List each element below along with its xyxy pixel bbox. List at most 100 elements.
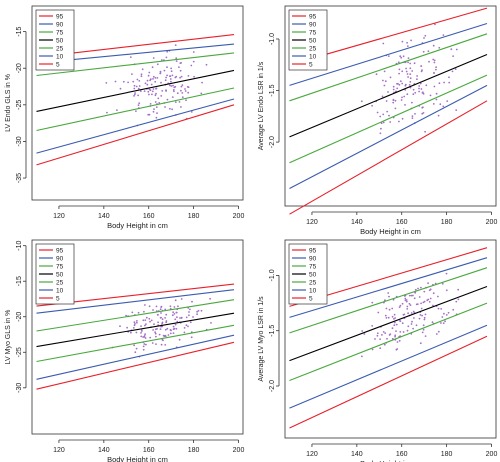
- scatter-point: [190, 111, 193, 113]
- scatter-point: [420, 65, 423, 67]
- scatter-point: [387, 316, 390, 319]
- scatter-point: [394, 99, 397, 102]
- scatter-point: [418, 87, 420, 90]
- scatter-point: [379, 132, 382, 135]
- scatter-point: [119, 325, 121, 328]
- scatter-point: [375, 73, 378, 76]
- scatter-point: [407, 61, 409, 64]
- scatter-point: [381, 95, 384, 98]
- scatter-point: [106, 111, 108, 114]
- scatter-point: [196, 313, 199, 316]
- chart-panel-2: 120 140 160 180 200 Body Height in cm -1.0 -1.5…: [258, 5, 497, 236]
- series-line-p5: [36, 104, 235, 166]
- scatter-point: [432, 44, 435, 47]
- scatter-point: [147, 90, 150, 93]
- scatter-point: [197, 309, 200, 312]
- scatter-point: [414, 113, 416, 115]
- scatter-point: [440, 322, 442, 324]
- scatter-point: [160, 312, 162, 314]
- scatter-point: [402, 313, 405, 316]
- y-tick-label: -1.0: [269, 33, 276, 45]
- scatter-point: [413, 297, 416, 300]
- legend-label: 75: [56, 264, 64, 271]
- series-line-p50: [289, 285, 488, 362]
- scatter-point: [445, 289, 448, 292]
- scatter-point: [384, 332, 387, 334]
- legend-label: 25: [56, 280, 64, 287]
- scatter-point: [180, 89, 182, 92]
- scatter-point: [457, 298, 460, 301]
- x-axis-label: Body Height in cm: [107, 221, 168, 230]
- scatter-point: [360, 100, 363, 103]
- series-line-p90: [36, 289, 235, 314]
- scatter-point: [411, 320, 413, 323]
- series-line-p5: [289, 335, 488, 429]
- scatter-point: [189, 308, 191, 311]
- series-line-p25: [36, 324, 235, 363]
- scatter-point: [413, 317, 415, 319]
- scatter-point: [398, 83, 401, 86]
- scatter-point: [130, 331, 132, 334]
- scatter-point: [406, 308, 409, 310]
- scatter-point: [152, 110, 155, 113]
- scatter-point: [185, 316, 188, 319]
- scatter-point: [137, 311, 140, 314]
- scatter-point: [135, 321, 138, 324]
- scatter-point: [428, 60, 430, 63]
- scatter-point: [382, 113, 385, 116]
- scatter-point: [420, 302, 422, 305]
- legend-label: 95: [309, 248, 317, 255]
- legend-label: 90: [56, 22, 64, 29]
- scatter-point: [401, 302, 404, 305]
- scatter-point: [191, 300, 193, 303]
- scatter-point: [162, 339, 164, 342]
- scatter-point: [165, 313, 168, 316]
- scatter-point: [423, 300, 426, 303]
- scatter-point: [127, 81, 129, 84]
- scatter-point: [415, 303, 418, 306]
- scatter-point: [406, 45, 409, 47]
- x-tick-label: 120: [53, 447, 65, 454]
- scatter-point: [371, 348, 374, 351]
- scatter-point: [398, 120, 400, 123]
- scatter-point: [172, 311, 175, 314]
- scatter-point: [406, 73, 409, 75]
- scatter-point: [433, 59, 436, 62]
- x-tick-label: 200: [233, 213, 245, 220]
- scatter-point: [411, 117, 414, 119]
- scatter-point: [148, 317, 151, 320]
- scatter-point: [171, 96, 174, 98]
- scatter-point: [416, 78, 418, 81]
- scatter-point: [156, 77, 159, 79]
- scatter-point: [184, 90, 187, 92]
- scatter-point: [396, 87, 399, 90]
- x-tick-label: 160: [143, 213, 155, 220]
- scatter-point: [190, 336, 193, 339]
- scatter-point: [457, 288, 460, 291]
- plot-frame: [284, 5, 497, 207]
- scatter-point: [175, 75, 178, 78]
- scatter-point: [168, 84, 171, 87]
- series-line-p75: [289, 33, 488, 102]
- legend-label: 90: [309, 22, 317, 29]
- series-line-p90: [289, 257, 488, 318]
- scatter-point: [425, 84, 428, 87]
- scatter-point: [144, 82, 147, 85]
- x-tick-label: 180: [188, 213, 200, 220]
- scatter-point: [192, 316, 194, 318]
- scatter-point: [131, 73, 133, 75]
- scatter-point: [409, 62, 412, 65]
- scatter-point: [376, 111, 379, 114]
- scatter-point: [185, 324, 188, 327]
- scatter-point: [158, 333, 161, 336]
- scatter-point: [135, 110, 137, 112]
- scatter-point: [154, 94, 157, 97]
- scatter-point: [380, 122, 383, 125]
- scatter-point: [140, 330, 143, 332]
- scatter-point: [437, 307, 440, 310]
- scatter-point: [136, 78, 139, 81]
- scatter-point: [149, 336, 152, 339]
- scatter-point: [154, 328, 157, 331]
